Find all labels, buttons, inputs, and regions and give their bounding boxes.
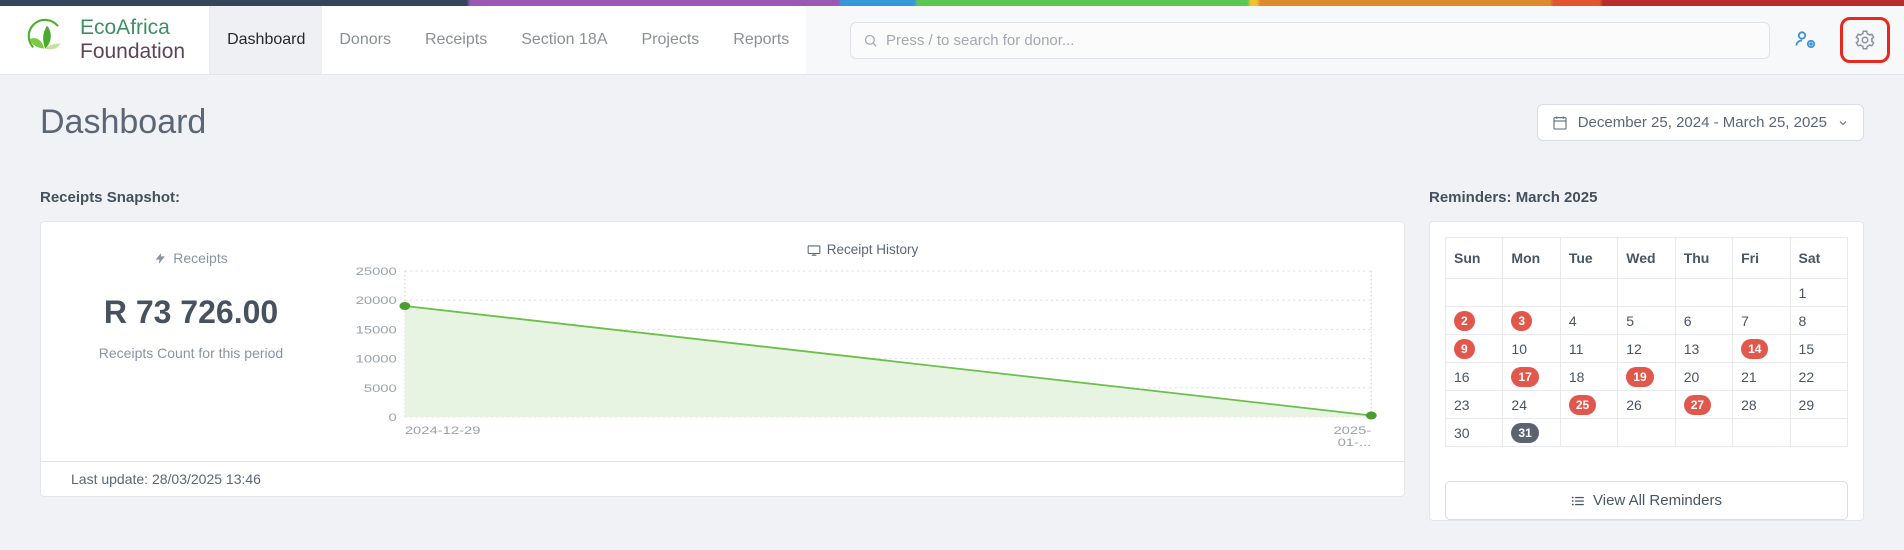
svg-text:2024-12-29: 2024-12-29	[405, 424, 481, 437]
svg-text:2025-: 2025-	[1333, 424, 1371, 437]
svg-text:25000: 25000	[356, 265, 397, 278]
svg-text:01-...: 01-...	[1338, 436, 1372, 449]
svg-text:15000: 15000	[356, 323, 397, 336]
svg-text:20000: 20000	[356, 294, 397, 307]
svg-text:0: 0	[389, 411, 397, 424]
svg-text:10000: 10000	[356, 352, 397, 365]
svg-text:5000: 5000	[364, 382, 397, 395]
